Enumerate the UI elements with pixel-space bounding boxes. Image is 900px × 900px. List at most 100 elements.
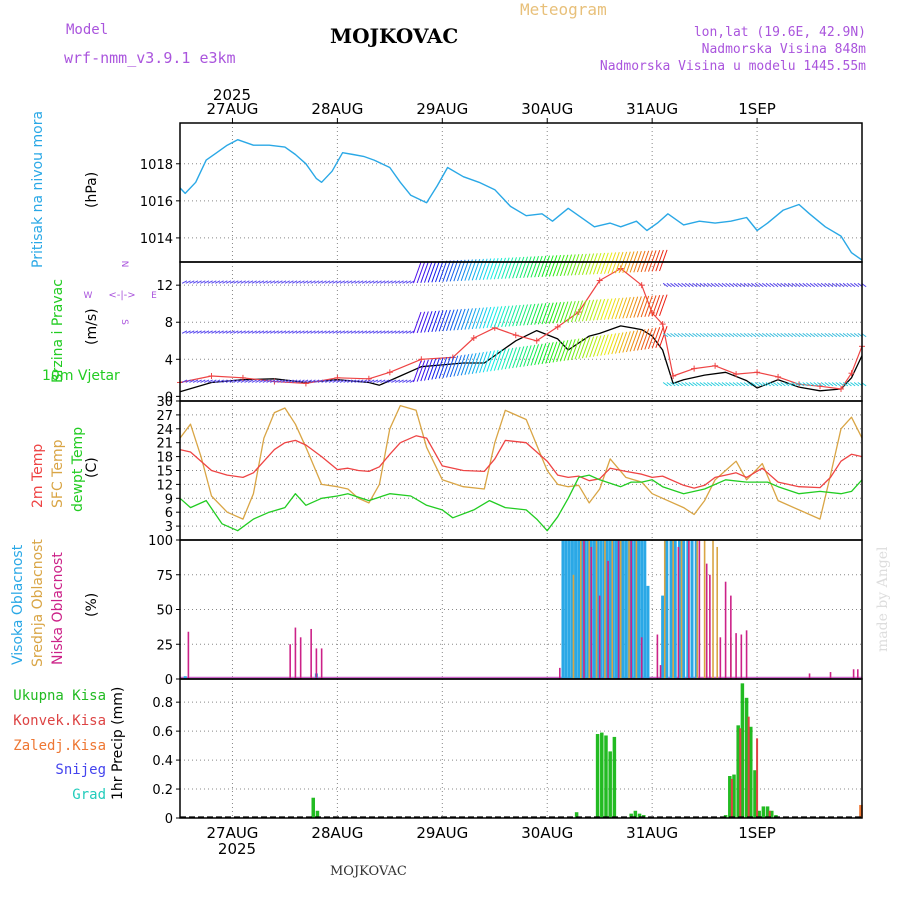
wind-barb xyxy=(292,330,298,334)
cloud-bar xyxy=(829,672,832,679)
wind-barb xyxy=(776,282,783,288)
wind-barb xyxy=(574,300,584,322)
wind-barb xyxy=(802,282,808,288)
wind-barb xyxy=(828,282,834,288)
wind-barb xyxy=(699,382,705,387)
cloud-bar xyxy=(567,540,571,679)
wind-barb xyxy=(692,282,698,288)
wind-barb xyxy=(629,296,639,319)
wind-barb xyxy=(350,379,357,383)
wind-barb xyxy=(692,332,698,338)
wind-barb xyxy=(262,330,268,334)
wind-barb xyxy=(567,254,576,276)
wind-barb xyxy=(607,333,617,355)
wind-barb xyxy=(402,280,408,284)
footer-station: MOJKOVAC xyxy=(330,864,407,879)
y-tick-label: 0.4 xyxy=(152,754,173,769)
wind-barb xyxy=(596,334,606,357)
wind-barb xyxy=(203,330,210,334)
wind-barb xyxy=(350,330,357,334)
wind-barb xyxy=(369,280,375,284)
wind-barb xyxy=(754,282,760,288)
wind-barb xyxy=(798,332,805,338)
wind-barb xyxy=(468,259,477,281)
wind-barb xyxy=(842,282,849,288)
wind-barb xyxy=(636,296,646,318)
wind-barb xyxy=(277,379,283,383)
wind-barb xyxy=(725,332,731,338)
wind-barb xyxy=(592,335,602,357)
wind-barb xyxy=(703,332,709,338)
wind-barb xyxy=(181,280,188,284)
wind-barb xyxy=(762,282,768,288)
cloud-high-title: Visoka Oblacnost xyxy=(10,544,26,665)
cloud-bar xyxy=(735,633,737,679)
wind-barb xyxy=(497,305,506,328)
wind-barb xyxy=(412,311,422,334)
wind-barb xyxy=(303,280,309,284)
y-tick-label: 100 xyxy=(148,534,173,549)
wind-barb xyxy=(673,332,680,338)
wind-barb xyxy=(765,332,771,338)
cloud-bar xyxy=(643,540,647,679)
wind-barb xyxy=(486,350,495,372)
wind-barb xyxy=(310,379,316,383)
wind-barb xyxy=(423,359,433,381)
wind-barb xyxy=(846,332,852,338)
wind-barb xyxy=(519,256,528,279)
y-tick-label: 12 xyxy=(156,279,173,294)
wind-barb xyxy=(802,332,808,338)
cloud-bar xyxy=(577,540,581,679)
y-tick-label: 1018 xyxy=(140,158,173,173)
wind-barb xyxy=(732,332,738,338)
wind-barb xyxy=(581,336,591,359)
cloud-bar xyxy=(617,540,620,679)
wind-barb xyxy=(828,382,834,387)
cloud-bar xyxy=(618,540,622,679)
wind-barb xyxy=(446,356,455,378)
cloud-bar xyxy=(574,540,578,679)
wind-barb xyxy=(339,330,346,334)
wind-barb xyxy=(222,379,228,383)
wind-barb xyxy=(471,307,481,330)
wind-barb xyxy=(556,254,565,277)
precip-bar xyxy=(612,736,617,818)
precip-legend-item: Snijeg xyxy=(55,762,106,778)
wind-barb xyxy=(497,348,506,371)
wind-barb xyxy=(839,332,845,338)
wind-barb xyxy=(332,330,338,334)
wind-barb xyxy=(534,255,543,278)
wind-barb xyxy=(281,330,287,334)
bottom-day-label: 31AUG xyxy=(626,824,678,842)
cloud-bar xyxy=(183,676,187,679)
wind-barb xyxy=(336,330,342,334)
wind-barb xyxy=(603,333,613,356)
temp2m-line xyxy=(179,435,863,489)
wind-barb xyxy=(659,326,668,348)
wind-barb xyxy=(288,330,294,334)
cloud-bar xyxy=(690,540,694,679)
product-title: Meteogram xyxy=(520,0,607,19)
wind-barb xyxy=(214,330,221,334)
model-elevation: Nadmorska Visina u modelu 1445.55m xyxy=(600,59,866,74)
wind-barb xyxy=(398,330,404,334)
wind-barb xyxy=(592,252,602,275)
wind-barb xyxy=(347,280,353,284)
wind-barb xyxy=(809,282,816,288)
wind-ylabel: (m/s) xyxy=(84,308,100,345)
cloud-bar xyxy=(640,637,643,679)
wind-barb xyxy=(765,282,771,288)
wind-barb xyxy=(438,260,448,283)
y-tick-label: 4 xyxy=(165,353,173,368)
wind-barb xyxy=(189,280,195,284)
y-tick-label: 0 xyxy=(165,673,173,688)
wind-barb xyxy=(655,326,664,349)
wind-barb xyxy=(710,382,716,387)
wind-barb xyxy=(225,379,232,383)
wind-barb xyxy=(391,379,397,383)
wind-barb xyxy=(692,382,698,387)
wind-barb xyxy=(314,330,320,334)
wind-barb xyxy=(835,332,841,338)
wind-barb xyxy=(695,282,702,288)
wind-barb xyxy=(570,300,580,323)
